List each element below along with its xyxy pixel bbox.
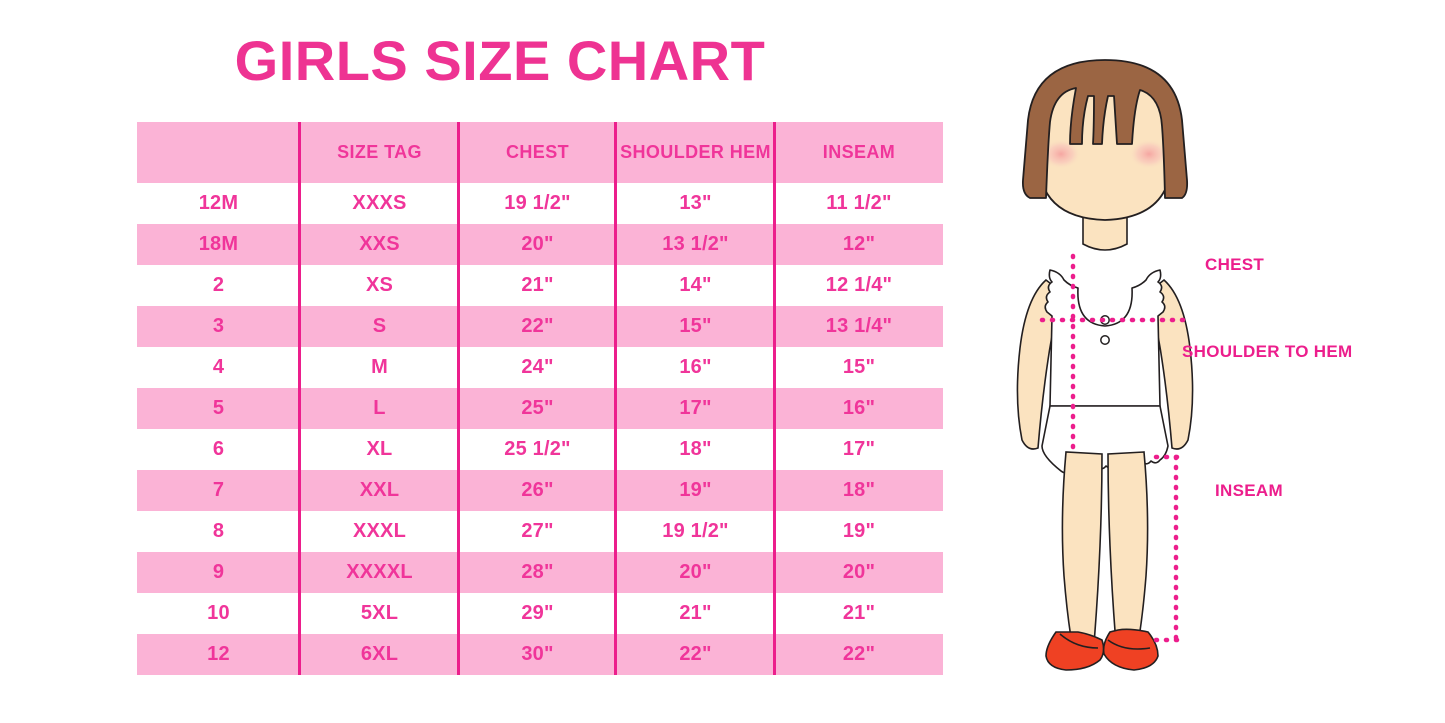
table-row: 8 XXXL 27" 19 1/2" 19" xyxy=(137,511,943,552)
cell-chest: 25" xyxy=(457,388,616,429)
table-row: 3 S 22" 15" 13 1/4" xyxy=(137,306,943,347)
cell-chest: 26" xyxy=(457,470,616,511)
cell-chest: 19 1/2" xyxy=(457,183,616,224)
tank-top-shape xyxy=(1044,269,1166,407)
cell-size: 4 xyxy=(137,347,300,388)
blush-right xyxy=(1129,139,1169,169)
cell-size: 2 xyxy=(137,265,300,306)
cell-inseam: 12 1/4" xyxy=(773,265,943,306)
column-header-size-tag: SIZE TAG xyxy=(298,122,459,183)
cell-size: 7 xyxy=(137,470,300,511)
cell-chest: 30" xyxy=(457,634,616,675)
cell-size-tag: XS xyxy=(298,265,459,306)
cell-shoulder-hem: 13" xyxy=(614,183,775,224)
inseam-guide-bracket xyxy=(1153,454,1187,643)
table-row: 7 XXL 26" 19" 18" xyxy=(137,470,943,511)
cell-inseam: 12" xyxy=(773,224,943,265)
cell-shoulder-hem: 22" xyxy=(614,634,775,675)
size-chart-table: SIZE TAG CHEST SHOULDER HEM INSEAM 12M XX… xyxy=(137,122,943,675)
cell-shoulder-hem: 14" xyxy=(614,265,775,306)
skirt-shape xyxy=(1041,405,1169,474)
cell-size-tag: XXL xyxy=(298,470,459,511)
callout-label-inseam: INSEAM xyxy=(1215,481,1283,500)
cell-size-tag: M xyxy=(298,347,459,388)
cell-shoulder-hem: 19 1/2" xyxy=(614,511,775,552)
cell-chest: 20" xyxy=(457,224,616,265)
cell-shoulder-hem: 13 1/2" xyxy=(614,224,775,265)
cell-inseam: 13 1/4" xyxy=(773,306,943,347)
table-row: 6 XL 25 1/2" 18" 17" xyxy=(137,429,943,470)
cell-shoulder-hem: 17" xyxy=(614,388,775,429)
cell-inseam: 11 1/2" xyxy=(773,183,943,224)
table-row: 18M XXS 20" 13 1/2" 12" xyxy=(137,224,943,265)
column-header-shoulder-hem: SHOULDER HEM xyxy=(614,122,775,183)
table-row: 9 XXXXL 28" 20" 20" xyxy=(137,552,943,593)
cell-size: 5 xyxy=(137,388,300,429)
column-header-chest: CHEST xyxy=(457,122,616,183)
cell-chest: 28" xyxy=(457,552,616,593)
cell-chest: 24" xyxy=(457,347,616,388)
cell-shoulder-hem: 15" xyxy=(614,306,775,347)
cell-chest: 21" xyxy=(457,265,616,306)
cell-size-tag: 5XL xyxy=(298,593,459,634)
cell-size-tag: XL xyxy=(298,429,459,470)
cell-size-tag: XXXXL xyxy=(298,552,459,593)
legs-shape xyxy=(1061,451,1149,648)
table-row: 12M XXXS 19 1/2" 13" 11 1/2" xyxy=(137,183,943,224)
cell-size: 8 xyxy=(137,511,300,552)
cell-inseam: 21" xyxy=(773,593,943,634)
cell-size: 12M xyxy=(137,183,300,224)
cell-size: 6 xyxy=(137,429,300,470)
cell-shoulder-hem: 16" xyxy=(614,347,775,388)
cell-chest: 25 1/2" xyxy=(457,429,616,470)
cell-chest: 22" xyxy=(457,306,616,347)
cell-shoulder-hem: 19" xyxy=(614,470,775,511)
table-header-row: SIZE TAG CHEST SHOULDER HEM INSEAM xyxy=(137,122,943,183)
shoes-shape xyxy=(1045,628,1159,671)
cell-inseam: 18" xyxy=(773,470,943,511)
hair-shape xyxy=(1021,59,1189,199)
blush-left xyxy=(1041,139,1081,169)
table-row: 10 5XL 29" 21" 21" xyxy=(137,593,943,634)
cell-size: 3 xyxy=(137,306,300,347)
cell-size: 18M xyxy=(137,224,300,265)
callout-label-chest: CHEST xyxy=(1205,255,1265,274)
callout-label-shoulder-to-hem: SHOULDER TO HEM xyxy=(1182,342,1353,361)
table-row: 4 M 24" 16" 15" xyxy=(137,347,943,388)
table-row: 2 XS 21" 14" 12 1/4" xyxy=(137,265,943,306)
cell-size-tag: L xyxy=(298,388,459,429)
cell-inseam: 19" xyxy=(773,511,943,552)
cell-size: 12 xyxy=(137,634,300,675)
table-row: 5 L 25" 17" 16" xyxy=(137,388,943,429)
cell-inseam: 15" xyxy=(773,347,943,388)
cell-shoulder-hem: 20" xyxy=(614,552,775,593)
cell-chest: 29" xyxy=(457,593,616,634)
page-title: GIRLS SIZE CHART xyxy=(234,29,766,92)
cell-inseam: 16" xyxy=(773,388,943,429)
cell-shoulder-hem: 18" xyxy=(614,429,775,470)
cell-inseam: 22" xyxy=(773,634,943,675)
button-lower xyxy=(1100,335,1110,345)
girl-illustration xyxy=(990,48,1220,693)
cell-size-tag: XXXS xyxy=(298,183,459,224)
cell-size-tag: XXXL xyxy=(298,511,459,552)
cell-shoulder-hem: 21" xyxy=(614,593,775,634)
column-header-size xyxy=(137,122,300,183)
table-row: 12 6XL 30" 22" 22" xyxy=(137,634,943,675)
cell-inseam: 20" xyxy=(773,552,943,593)
cell-chest: 27" xyxy=(457,511,616,552)
cell-size-tag: S xyxy=(298,306,459,347)
cell-size-tag: 6XL xyxy=(298,634,459,675)
column-header-inseam: INSEAM xyxy=(773,122,943,183)
cell-inseam: 17" xyxy=(773,429,943,470)
cell-size-tag: XXS xyxy=(298,224,459,265)
cell-size: 10 xyxy=(137,593,300,634)
cell-size: 9 xyxy=(137,552,300,593)
